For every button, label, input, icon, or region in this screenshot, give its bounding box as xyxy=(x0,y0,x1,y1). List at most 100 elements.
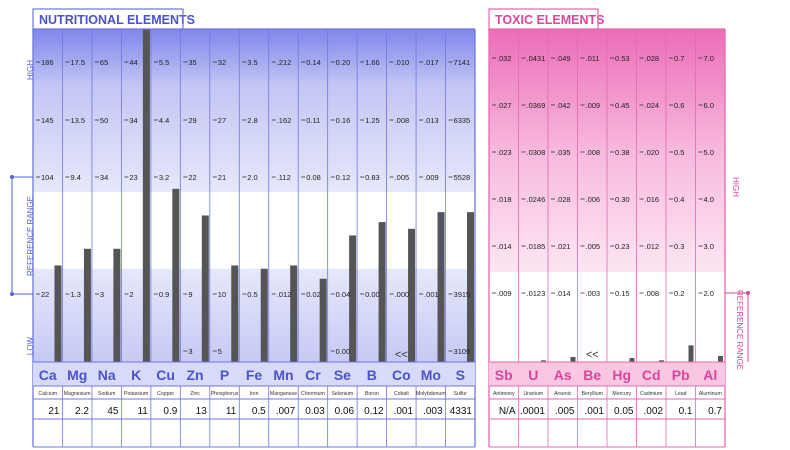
element-result-sb: N/A xyxy=(499,406,516,417)
scale-label: .042 xyxy=(556,101,571,110)
scale-label-low: 5 xyxy=(218,347,222,356)
element-result-cd: .002 xyxy=(644,406,664,417)
scale-label: .016 xyxy=(645,195,660,204)
scale-label: 6.0 xyxy=(704,101,714,110)
element-result-mn: .007 xyxy=(276,406,296,417)
scale-label: 5528 xyxy=(454,173,471,182)
element-symbol-cr: Cr xyxy=(305,367,321,383)
element-symbol-mo: Mo xyxy=(421,367,441,383)
element-symbol-be: Be xyxy=(583,367,601,383)
scale-label: .010 xyxy=(395,58,410,67)
scale-label: 6335 xyxy=(454,116,471,125)
scale-label: 23 xyxy=(129,173,137,182)
scale-label: 2.0 xyxy=(704,289,714,298)
element-name-al: Aluminum xyxy=(699,391,722,397)
scale-label: 0.53 xyxy=(615,54,630,63)
scale-label: 10 xyxy=(218,290,226,299)
scale-label: 0.9 xyxy=(159,290,169,299)
toxic-elements-chart: TOXIC ELEMENTS .032 .0431 .049 .011 0.53 .028 0… xyxy=(488,8,750,448)
scale-label: .014 xyxy=(497,242,512,251)
bar-u xyxy=(541,360,546,362)
element-name-cd: Cadmium xyxy=(640,391,662,397)
element-symbol-co: Co xyxy=(392,367,411,383)
scale-label: .013 xyxy=(424,116,439,125)
below-range-mark: << xyxy=(586,349,599,361)
element-symbol-k: K xyxy=(131,367,141,383)
high-label: HIGH xyxy=(731,177,740,197)
scale-label: .001 xyxy=(424,290,439,299)
scale-label: .0431 xyxy=(527,54,546,63)
symbol-row-background xyxy=(33,362,475,386)
bar-mg xyxy=(83,248,91,362)
element-result-zn: 13 xyxy=(196,406,208,417)
scale-label: 186 xyxy=(41,58,54,67)
scale-label: 29 xyxy=(188,116,196,125)
scale-label: 0.04 xyxy=(336,290,351,299)
element-name-cr: Chromium xyxy=(301,391,325,397)
scale-label: 32 xyxy=(218,58,226,67)
bar-k xyxy=(142,29,150,362)
scale-label: 1.25 xyxy=(365,116,380,125)
chart-title: TOXIC ELEMENTS xyxy=(495,13,605,27)
element-symbol-as: As xyxy=(554,367,572,383)
scale-label: 5.5 xyxy=(159,58,169,67)
element-name-na: Sodium xyxy=(98,391,116,397)
scale-label: .018 xyxy=(497,195,512,204)
element-result-b: 0.12 xyxy=(364,406,384,417)
scale-label: .005 xyxy=(395,173,410,182)
scale-label: .006 xyxy=(586,195,601,204)
element-result-al: 0.7 xyxy=(708,406,722,417)
element-result-be: .001 xyxy=(585,406,605,417)
scale-label: .020 xyxy=(645,148,660,157)
scale-label: .009 xyxy=(424,173,439,182)
element-symbol-mg: Mg xyxy=(67,367,87,383)
bar-cr xyxy=(319,278,327,362)
element-name-k: Potassium xyxy=(124,391,148,397)
element-name-s: Sulfur xyxy=(453,391,467,397)
reference-range-bottom-dot xyxy=(10,292,14,296)
low-label: LOW xyxy=(26,336,35,355)
scale-label: 13.5 xyxy=(70,116,85,125)
scale-label: 0.2 xyxy=(674,289,684,298)
scale-label: 0.6 xyxy=(674,101,684,110)
element-symbol-zn: Zn xyxy=(187,367,204,383)
element-result-p: 11 xyxy=(226,406,237,417)
scale-label: .0308 xyxy=(527,148,546,157)
bar-p xyxy=(231,265,239,362)
scale-label: 0.20 xyxy=(336,58,351,67)
element-symbol-ca: Ca xyxy=(39,367,57,383)
element-name-mg: Magnesium xyxy=(64,391,91,397)
scale-label: 0.16 xyxy=(336,116,351,125)
scale-label: 0.11 xyxy=(306,116,320,125)
scale-label: .005 xyxy=(586,242,601,251)
scale-label: 0.14 xyxy=(306,58,321,67)
scale-label: .212 xyxy=(277,58,292,67)
scale-label: 0.00 xyxy=(365,290,380,299)
scale-label: .028 xyxy=(556,195,571,204)
scale-label: .008 xyxy=(586,148,601,157)
scale-label: 3.5 xyxy=(247,58,257,67)
scale-label: 0.02 xyxy=(306,290,321,299)
element-result-se: 0.06 xyxy=(335,406,355,417)
element-name-u: Uranium xyxy=(523,391,543,397)
scale-label: 35 xyxy=(188,58,196,67)
element-symbol-al: Al xyxy=(703,367,717,383)
reference-range-top-dot xyxy=(10,175,14,179)
bar-na xyxy=(113,248,121,362)
reference-range-label: REFERENCE RANGE xyxy=(735,290,744,370)
element-result-na: 45 xyxy=(107,406,119,417)
scale-label: 22 xyxy=(41,290,49,299)
low-range-band xyxy=(33,268,475,362)
element-result-fe: 0.5 xyxy=(252,406,266,417)
scale-label: 21 xyxy=(218,173,226,182)
element-result-hg: 0.05 xyxy=(614,406,634,417)
scale-label: 2.8 xyxy=(247,116,257,125)
high-label: HIGH xyxy=(26,60,35,80)
scale-label: 0.12 xyxy=(336,173,351,182)
scale-label: 104 xyxy=(41,173,54,182)
scale-label: .017 xyxy=(424,58,439,67)
scale-label: .0369 xyxy=(527,101,546,110)
scale-label: 4.4 xyxy=(159,116,169,125)
element-symbol-hg: Hg xyxy=(612,367,631,383)
